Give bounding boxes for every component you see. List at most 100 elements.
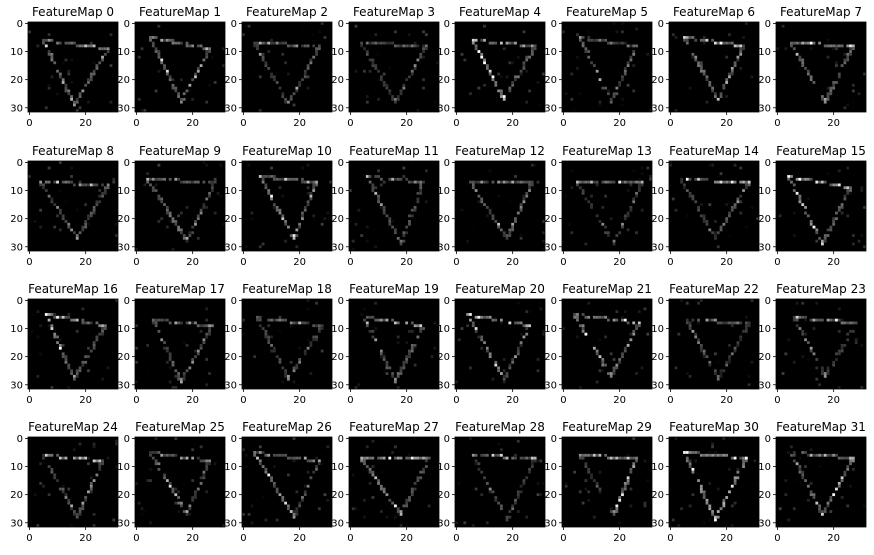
pixel: [363, 69, 366, 73]
pixel: [306, 86, 310, 90]
pixel: [494, 496, 498, 499]
pixel: [73, 512, 76, 516]
pixel: [292, 456, 296, 460]
pixel: [222, 222, 225, 226]
pixel: [261, 451, 265, 454]
y-tick-label: 30: [651, 380, 664, 391]
pixel: [191, 321, 195, 325]
pixel: [694, 459, 698, 463]
pixel: [860, 186, 864, 190]
pixel: [194, 222, 197, 226]
pixel: [632, 329, 636, 333]
pixel: [61, 78, 65, 82]
x-tick-label: 0: [453, 257, 459, 268]
pixel: [196, 180, 200, 184]
y-tick-label: 0: [338, 296, 344, 307]
pixel: [185, 236, 189, 240]
pixel: [101, 377, 104, 381]
pixel: [391, 451, 394, 454]
pixel: [840, 456, 844, 460]
pixel: [89, 78, 93, 82]
pixel: [683, 36, 686, 39]
pixel: [326, 211, 330, 215]
pixel: [474, 453, 478, 457]
pixel: [306, 299, 310, 302]
axes-frame: [241, 298, 333, 390]
pixel: [674, 366, 678, 370]
pixel: [244, 24, 248, 28]
pixel: [609, 372, 613, 375]
pixel: [168, 482, 172, 485]
pixel: [382, 456, 386, 460]
pixel: [365, 239, 369, 243]
pixel: [494, 453, 498, 457]
pixel: [89, 476, 93, 480]
panel-title: FeatureMap 17: [135, 282, 225, 296]
pixel: [67, 313, 71, 316]
x-tick-label: 0: [453, 533, 459, 544]
pixel: [699, 69, 703, 73]
pixel: [728, 360, 731, 364]
pixel: [101, 58, 104, 62]
pixel: [56, 386, 59, 389]
pixel: [573, 470, 577, 474]
pixel: [623, 456, 627, 460]
pixel: [67, 363, 71, 367]
pixel: [587, 55, 591, 59]
pixel: [821, 369, 824, 373]
pixel: [408, 33, 411, 37]
pixel: [188, 234, 192, 237]
pixel: [823, 507, 827, 511]
pixel: [525, 191, 529, 195]
pixel: [87, 346, 90, 350]
pixel: [530, 456, 534, 460]
pixel: [623, 484, 627, 488]
pixel: [702, 355, 706, 359]
pixel: [699, 203, 703, 206]
pixel: [846, 52, 850, 56]
pixel: [702, 217, 706, 221]
pixel: [708, 360, 712, 364]
pixel: [632, 64, 636, 67]
pixel: [612, 366, 616, 370]
pixel: [160, 453, 164, 457]
pixel: [511, 61, 515, 65]
pixel: [61, 484, 65, 488]
pixel: [519, 321, 523, 325]
pixel: [182, 180, 186, 184]
pixel: [151, 318, 155, 322]
pixel: [50, 467, 54, 471]
pixel: [584, 242, 588, 246]
pixel: [177, 41, 180, 45]
pixel: [75, 369, 79, 373]
pixel: [258, 462, 262, 466]
pixel: [722, 501, 726, 505]
pixel: [584, 487, 588, 491]
pixel: [711, 512, 714, 516]
pixel: [281, 92, 285, 96]
pixel: [804, 338, 807, 342]
pixel: [306, 64, 310, 67]
pixel: [360, 456, 364, 460]
pixel: [511, 504, 515, 508]
pixel: [502, 369, 506, 373]
pixel: [39, 183, 43, 187]
pixel: [410, 72, 414, 76]
feature-map-image: [242, 161, 332, 251]
pixel: [607, 231, 610, 235]
pixel: [267, 473, 271, 477]
pixel: [826, 501, 830, 505]
pixel: [258, 52, 262, 56]
panel-title: FeatureMap 7: [780, 5, 862, 19]
pixel: [385, 360, 389, 364]
pixel: [702, 177, 706, 181]
pixel: [792, 189, 796, 192]
pixel: [424, 169, 428, 173]
pixel: [73, 183, 76, 187]
pixel: [485, 315, 489, 319]
pixel: [402, 234, 406, 237]
pixel: [50, 313, 54, 316]
pixel: [194, 344, 197, 347]
pixel: [846, 166, 850, 170]
pixel: [581, 313, 585, 316]
